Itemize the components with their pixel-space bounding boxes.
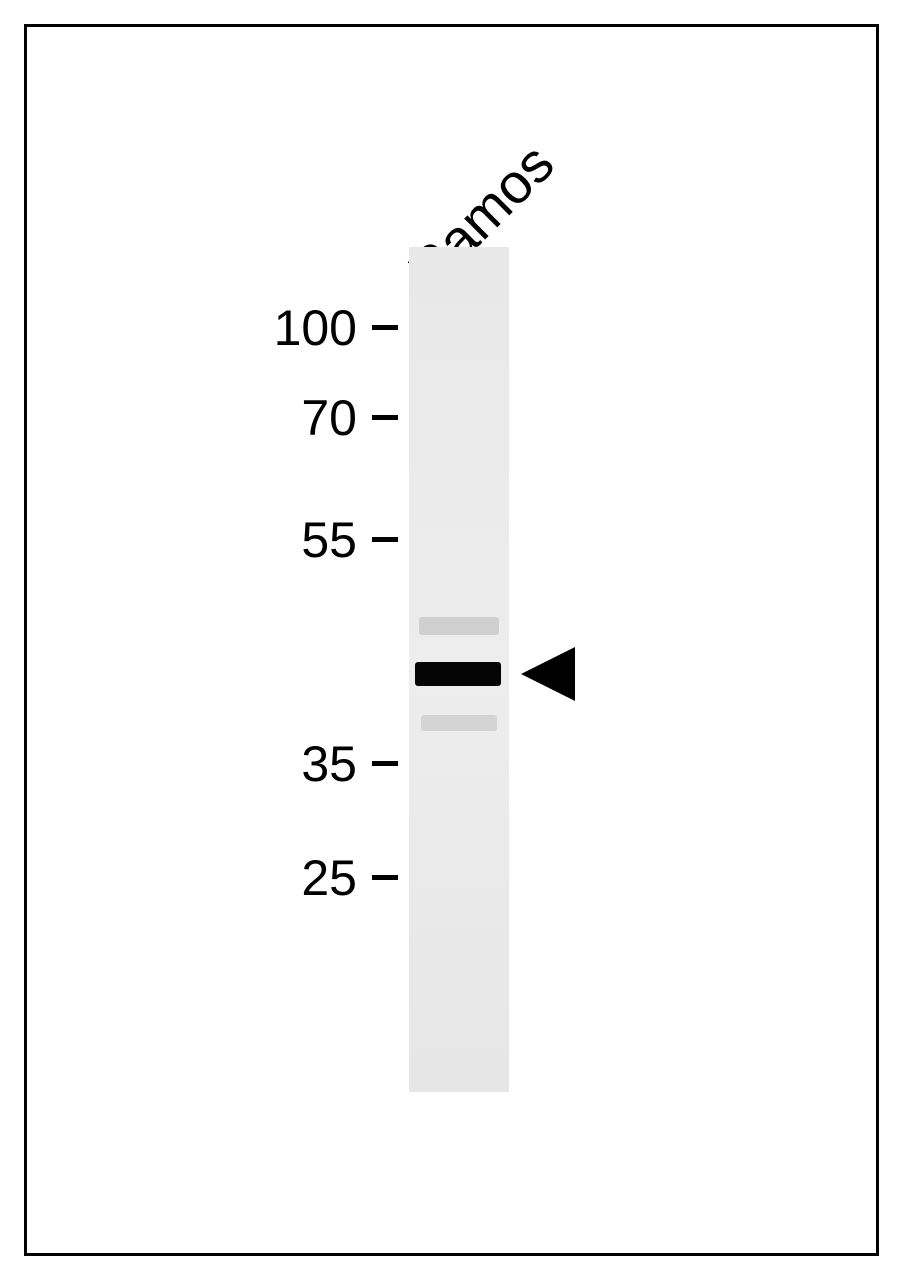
marker-label-100: 100 xyxy=(217,299,357,357)
marker-label-35: 35 xyxy=(217,735,357,793)
faint-band-0 xyxy=(419,617,499,635)
marker-label-25: 25 xyxy=(217,849,357,907)
main-band xyxy=(415,662,501,686)
blot-container: Ramos 10070553525 xyxy=(27,27,876,1253)
marker-tick-100 xyxy=(372,325,398,330)
band-pointer-arrow-icon xyxy=(521,647,575,701)
blot-frame: Ramos 10070553525 xyxy=(24,24,879,1256)
marker-tick-70 xyxy=(372,415,398,420)
faint-band-2 xyxy=(421,715,497,731)
marker-tick-25 xyxy=(372,875,398,880)
marker-tick-35 xyxy=(372,761,398,766)
marker-tick-55 xyxy=(372,537,398,542)
marker-label-55: 55 xyxy=(217,511,357,569)
marker-label-70: 70 xyxy=(217,389,357,447)
